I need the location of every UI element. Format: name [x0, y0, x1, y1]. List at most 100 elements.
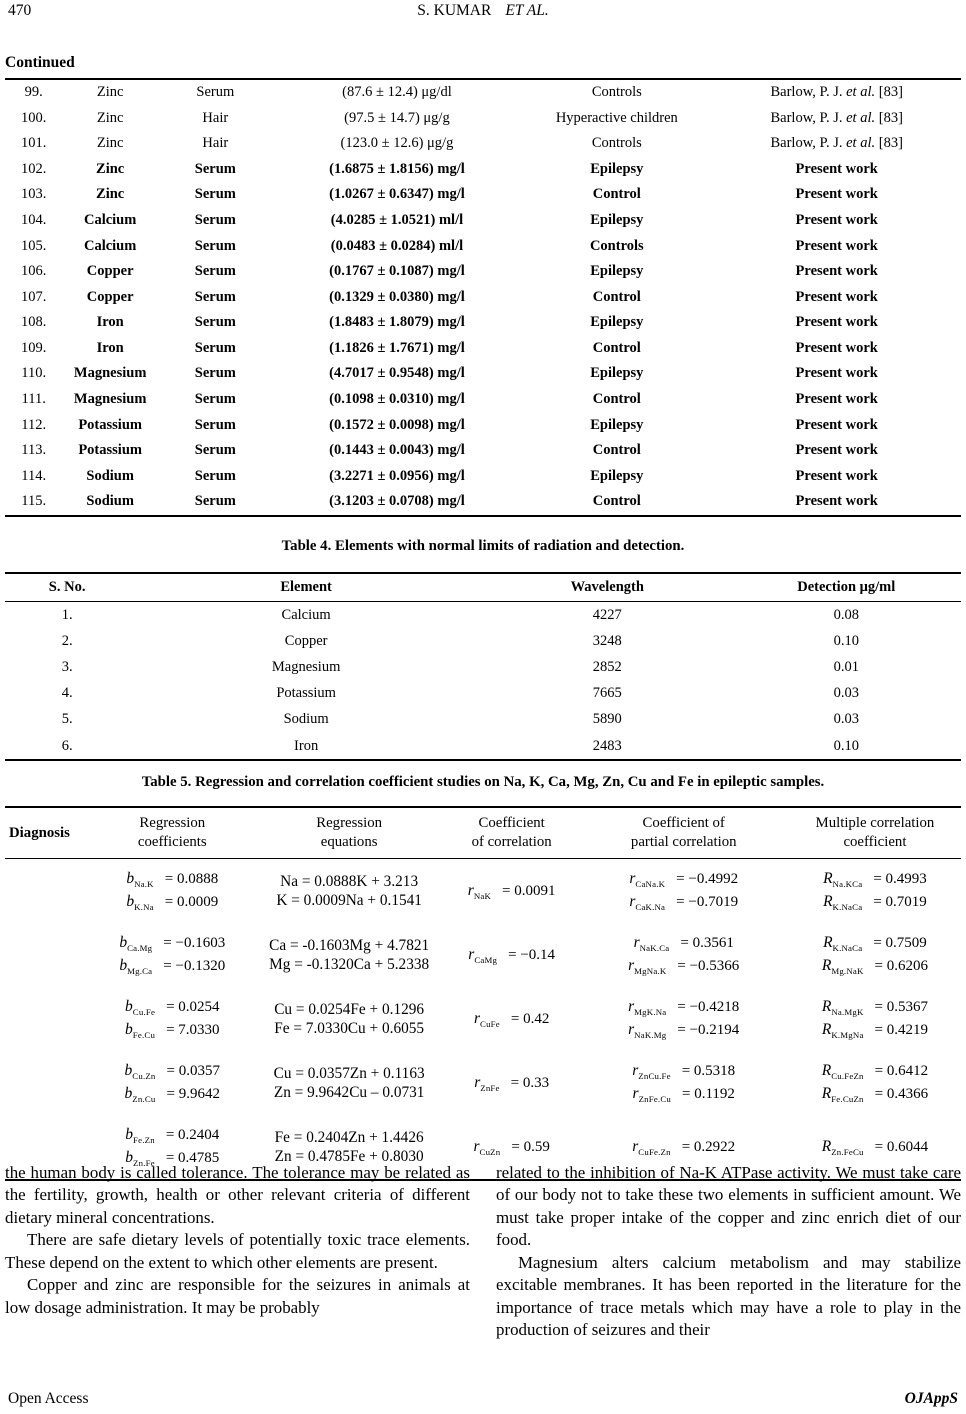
coefficient-entry: rZnFe.Cu = 0.1192 [581, 1085, 787, 1104]
math-value: = −0.1603 [163, 935, 226, 952]
table5-header-cell: Regression coefficients [91, 807, 254, 860]
reference-cell: Present work [712, 438, 961, 464]
table-row: 106. Copper Serum (0.1767 ± 0.1087) mg/l Epi… [5, 259, 961, 285]
table4-caption: Table 4. Elements with normal limits of … [281, 538, 685, 554]
math-symbol: r [629, 870, 636, 888]
reference-citation: [83] [875, 135, 903, 152]
reference-cell: Present work [712, 208, 961, 234]
math-symbol: b [126, 893, 135, 911]
math-value: = 0.0254 [166, 999, 220, 1016]
math-value: = 0.59 [511, 1138, 550, 1155]
value-cell: (87.6 ± 12.4) μg/dl [342, 84, 452, 101]
row-number-cell: 100. [20, 109, 47, 126]
math-subscript: K.NaCa [832, 943, 863, 954]
math-value: = 0.0888 [164, 871, 219, 888]
math-symbol: R [821, 1062, 832, 1080]
math-value: = 0.5367 [874, 999, 929, 1016]
coefficient-entry: bCa.Mg = −0.1603 [93, 934, 252, 953]
value-cell: (0.1443 ± 0.0043) mg/l [329, 442, 465, 459]
coefficient-entry: bZn.Cu = 9.9642 [93, 1085, 252, 1104]
math-symbol: b [124, 1085, 133, 1103]
diagnosis-cell [5, 1051, 91, 1115]
math-symbol: b [125, 1126, 134, 1144]
table4-header-row: S. No. Element Wavelength Detection μg/ml [5, 572, 961, 602]
math-value: = 0.4993 [873, 871, 927, 888]
reference-pre: Present work [795, 263, 878, 280]
multiple-correlation-cell: RNa.KCa = 0.4993 RK.NaCa = 0.7019 [789, 859, 961, 924]
table-row: 105. Calcium Serum (0.0483 ± 0.0284) ml/l Co… [5, 233, 961, 259]
table-row: 104. Calcium Serum (4.0285 ± 1.0521) ml/l Ep… [5, 208, 961, 234]
element-cell: Calcium [83, 237, 137, 254]
reference-pre: Present work [795, 314, 878, 331]
math-value: = 0.6412 [874, 1063, 929, 1080]
math-symbol: r [628, 957, 635, 975]
math-value: = 0.0009 [164, 894, 219, 911]
running-header: 470 S. KUMAR ET AL. [5, 2, 961, 24]
paragraph: Magnesium alters calcium metabolism and … [496, 1252, 961, 1340]
equation-line: Cu = 0.0254Fe + 0.1296 [274, 1000, 425, 1018]
math-value: = −0.14 [508, 946, 556, 963]
math-symbol: b [125, 1149, 134, 1167]
math-subscript: Cu.Zn [132, 1071, 156, 1082]
math-value: = 0.6206 [874, 958, 929, 975]
math-value: = 7.0330 [166, 1022, 220, 1039]
detection-cell: 0.03 [833, 711, 859, 728]
regression-coefficients-cell: bCu.Fe = 0.0254 bFe.Cu = 7.0330 [91, 987, 254, 1051]
math-value: = 0.1192 [682, 1086, 735, 1103]
condition-cell: Epilepsy [590, 160, 644, 177]
sample-cell: Serum [194, 416, 236, 433]
table5-caption: Table 5. Regression and correlation coef… [141, 774, 825, 790]
math-symbol: b [119, 957, 128, 975]
table-row: bCa.Mg = −0.1603 bMg.Ca = −0.1320 Ca = -0.16… [5, 923, 961, 987]
math-value: = −0.2194 [677, 1022, 740, 1039]
row-number-cell: 113. [21, 442, 47, 459]
math-symbol: r [632, 1137, 639, 1155]
coefficient-entry: rCuFe.Zn = 0.2922 [581, 1138, 787, 1157]
correlation-coefficient-cell: rCuZn = 0.59 [445, 1115, 579, 1180]
math-subscript: CaMg [474, 954, 498, 965]
equation-line: Cu = 0.0357Zn + 0.1163 [273, 1064, 425, 1082]
table-row: 6. Iron 2483 0.10 [5, 733, 961, 760]
continued-label: Continued [5, 54, 75, 71]
regression-coefficients-cell: bNa.K = 0.0888 bK.Na = 0.0009 [91, 859, 254, 924]
sample-cell: Serum [194, 237, 236, 254]
sample-cell: Serum [196, 84, 235, 101]
table-row: 99. Zinc Serum (87.6 ± 12.4) μg/dl Controls B… [5, 79, 961, 106]
table4-header-cell: S. No. [5, 572, 130, 602]
math-subscript: NaK.Mg [634, 1030, 667, 1041]
table-row: 2. Copper 3248 0.10 [5, 628, 961, 654]
element-cell: Zinc [96, 135, 124, 152]
serial-cell: 3. [61, 658, 73, 675]
math-value: = 0.2404 [165, 1127, 220, 1144]
element-cell: Magnesium [271, 658, 341, 675]
sample-cell: Serum [194, 493, 236, 510]
reference-cell: Present work [712, 464, 961, 490]
math-symbol: R [823, 893, 833, 911]
math-symbol: r [467, 881, 474, 899]
coefficient-entry: RK.NaCa = 0.7509 [791, 934, 959, 953]
element-cell: Zinc [96, 84, 124, 101]
element-cell: Magnesium [73, 391, 147, 408]
multiple-correlation-cell: RZn.FeCu = 0.6044 [789, 1115, 961, 1180]
value-cell: (97.5 ± 14.7) μg/g [344, 109, 450, 126]
value-cell: (0.1098 ± 0.0310) mg/l [329, 391, 465, 408]
math-symbol: b [126, 870, 135, 888]
regression-coefficients-cell: bCu.Zn = 0.0357 bZn.Cu = 9.9642 [91, 1051, 254, 1115]
sample-cell: Serum [194, 186, 236, 203]
partial-correlation-cell: rCuFe.Zn = 0.2922 [579, 1115, 789, 1180]
math-symbol: R [823, 870, 833, 888]
diagnosis-cell [5, 859, 91, 924]
paragraph: the human body is called tolerance. The … [5, 1163, 470, 1227]
table-row: 5. Sodium 5890 0.03 [5, 707, 961, 733]
table-row: 3. Magnesium 2852 0.01 [5, 654, 961, 680]
table5-header-cell: Multiple correlation coefficient [788, 807, 961, 860]
equation-line: Fe = 0.2404Zn + 1.4426 [274, 1128, 424, 1146]
reference-cell: Present work [712, 336, 961, 362]
diagnosis-cell [5, 923, 91, 987]
math-subscript: Fe.Cu [132, 1030, 156, 1041]
math-value: = 0.2922 [681, 1138, 736, 1155]
coefficient-entry: rZnCu.Fe = 0.5318 [581, 1062, 787, 1081]
table-row: bNa.K = 0.0888 bK.Na = 0.0009 Na = 0.0888K +… [5, 859, 961, 924]
element-cell: Potassium [78, 416, 142, 433]
